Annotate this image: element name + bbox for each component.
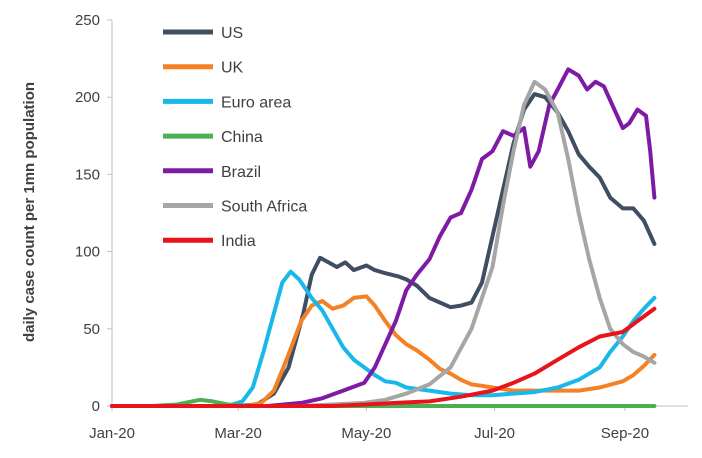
legend: US UK Euro area China Brazil South Africa Indi… xyxy=(163,25,307,250)
x-tick-label: Jul-20 xyxy=(474,425,515,442)
legend-label: South Africa xyxy=(221,199,307,216)
y-tick-label: 150 xyxy=(75,166,100,183)
y-axis-label: daily case count per 1mn population xyxy=(21,82,38,342)
x-tick-label: May-20 xyxy=(341,425,391,442)
legend-label: Euro area xyxy=(221,94,291,111)
series-lines xyxy=(110,67,657,408)
y-tick-label: 250 xyxy=(75,12,100,29)
series-line-us xyxy=(110,92,657,408)
x-tick-label: Jan-20 xyxy=(89,425,135,442)
legend-label: India xyxy=(221,233,256,250)
series-line-uk xyxy=(110,294,657,408)
series-line-south-africa xyxy=(110,79,657,408)
x-tick-label: Sep-20 xyxy=(601,425,649,442)
legend-label: Brazil xyxy=(221,164,261,181)
y-tick-label: 100 xyxy=(75,244,100,261)
legend-label: China xyxy=(221,129,263,146)
series-line-brazil xyxy=(110,67,657,408)
x-tick-label: Mar-20 xyxy=(214,425,262,442)
y-tick-label: 0 xyxy=(92,398,100,415)
series-line-india xyxy=(110,306,657,408)
series-line-euro-area xyxy=(110,269,657,408)
legend-label: UK xyxy=(221,60,244,77)
y-tick-label: 50 xyxy=(83,321,100,338)
axes: 0 50 100 150 200 250 Jan-20 Mar-20 May-20 Jul-20 S… xyxy=(75,12,688,442)
y-tick-label: 200 xyxy=(75,89,100,106)
legend-label: US xyxy=(221,25,243,42)
